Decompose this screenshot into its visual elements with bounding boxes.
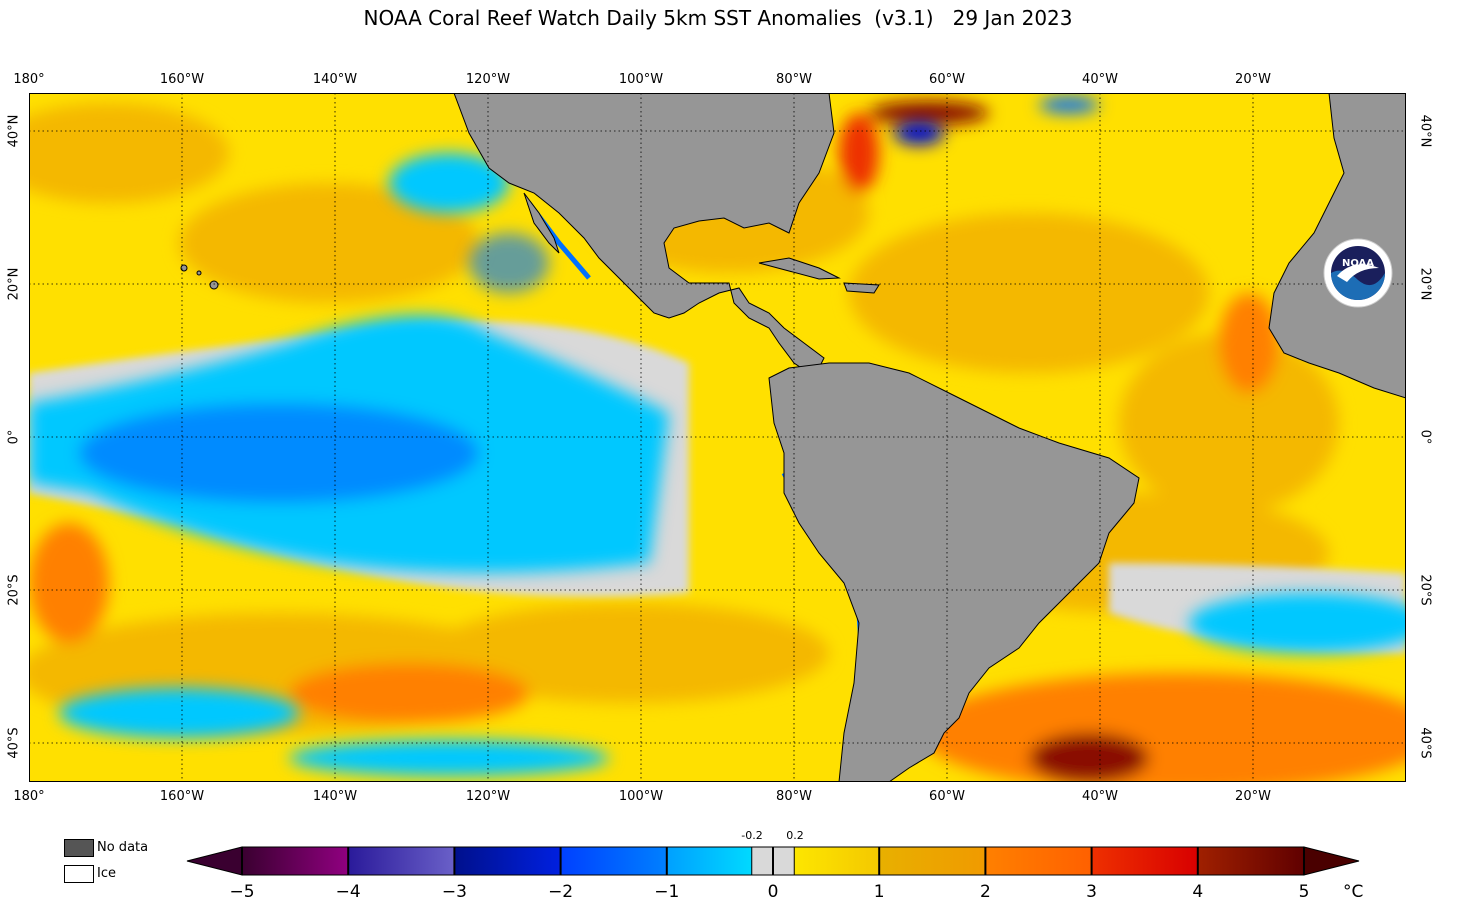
warm-patch: [1219, 293, 1279, 393]
lat-tick-right: 40°N: [1417, 114, 1433, 148]
graticule: [29, 93, 1406, 782]
colorbar-tick-label: 3: [1086, 882, 1097, 902]
lon-tick-bottom: 20°W: [1235, 789, 1271, 804]
logo-gull: [1337, 264, 1379, 282]
land-cuba: [758, 257, 841, 280]
lon-tick-top: 60°W: [929, 72, 965, 87]
logo-text: NOAA: [1342, 258, 1374, 269]
land-north-america: [453, 93, 835, 374]
lon-tick-top: 160°W: [159, 72, 205, 87]
lon-tick-bottom: 40°W: [1082, 789, 1118, 804]
lon-tick-top: 180°: [13, 72, 45, 87]
colorbar-ticks: −5 −4 −3 −2 −1 0 1 2 3 4 5: [229, 847, 1309, 902]
colorbar-tick-label: −2: [548, 882, 573, 902]
cool-patch: [1039, 97, 1099, 113]
lon-tick-top: 140°W: [312, 72, 358, 87]
lat-tick-left: 40°S: [6, 727, 22, 759]
colorbar-tick-label: −3: [442, 882, 467, 902]
lat-tick-right: 20°N: [1417, 267, 1433, 301]
lon-tick-bottom: 140°W: [312, 789, 358, 804]
lat-tick-left: 20°N: [6, 267, 22, 301]
lon-tick-bottom: 100°W: [618, 789, 664, 804]
cool-patch: [79, 403, 479, 503]
colorbar-segment: [560, 847, 667, 875]
lon-tick-bottom: 80°W: [776, 789, 812, 804]
warm-patch: [29, 523, 109, 643]
warm-patch: [869, 101, 989, 125]
no-data-swatch: [64, 839, 94, 857]
lon-tick-top: 80°W: [776, 72, 812, 87]
warm-patch: [1029, 733, 1149, 782]
warm-patch: [1119, 333, 1339, 513]
colorbar-tick-label: −4: [336, 882, 361, 902]
lat-tick-right: 40°S: [1417, 727, 1433, 759]
warm-patch: [179, 183, 479, 303]
map-frame: [29, 93, 1406, 782]
lat-tick-right: 20°S: [1417, 574, 1433, 606]
island: [209, 280, 219, 290]
warm-patch: [289, 663, 529, 723]
lon-tick-top: 40°W: [1082, 72, 1118, 87]
ice-swatch: [64, 865, 94, 883]
cool-patch: [59, 688, 299, 738]
land-hispaniola: [843, 282, 880, 294]
colorbar-tick-label: 1: [874, 882, 885, 902]
colorbar-left-arrow: [186, 846, 243, 876]
sst-anomaly-map[interactable]: [29, 93, 1406, 782]
lon-tick-top: 120°W: [465, 72, 511, 87]
warm-patch: [839, 113, 879, 193]
ice-label: Ice: [97, 866, 116, 881]
colorbar-segment: [1197, 847, 1304, 875]
lat-tick-left: 20°S: [6, 574, 22, 606]
colorbar-unit: °C: [1343, 882, 1363, 902]
colorbar-segment: [454, 847, 561, 875]
cool-patch: [289, 740, 609, 776]
colorbar-segment: [242, 847, 349, 875]
warm-patch: [29, 103, 229, 203]
warm-patch: [849, 213, 1209, 373]
warm-patch: [429, 603, 829, 703]
colorbar-small-label: -0.2: [741, 829, 762, 842]
cool-patch: [1189, 593, 1406, 653]
colorbar-tick-label: 4: [1192, 882, 1203, 902]
lon-tick-bottom: 60°W: [929, 789, 965, 804]
lat-tick-left: 0°: [6, 429, 22, 445]
colorbar-tick-label: 0: [768, 882, 779, 902]
colorbar-segment: [879, 847, 986, 875]
colorbar-segment: [1091, 847, 1198, 875]
colorbar-segment: [348, 847, 455, 875]
cool-anomaly-region: [29, 97, 1406, 776]
land-south-america: [768, 362, 1140, 782]
colorbar-small-label: 0.2: [786, 829, 804, 842]
lat-tick-right: 0°: [1417, 429, 1433, 445]
island: [180, 264, 188, 272]
cool-patch: [389, 153, 509, 213]
cool-patch: [469, 233, 549, 293]
island: [196, 270, 202, 276]
noaa-logo: NOAA: [1323, 238, 1393, 308]
lon-tick-top: 20°W: [1235, 72, 1271, 87]
lon-tick-bottom: 160°W: [159, 789, 205, 804]
lon-tick-bottom: 120°W: [465, 789, 511, 804]
colorbar-segment: [985, 847, 1092, 875]
colorbar-tick-label: −1: [654, 882, 679, 902]
lat-tick-left: 40°N: [6, 114, 22, 148]
colorbar-right-arrow: [1303, 846, 1360, 876]
colorbar-tick-label: −5: [229, 882, 254, 902]
lon-tick-bottom: 180°: [13, 789, 45, 804]
colorbar-tick-label: 2: [980, 882, 991, 902]
lon-tick-top: 100°W: [618, 72, 664, 87]
colorbar-tick-label: 5: [1299, 882, 1310, 902]
land-baja: [523, 192, 560, 254]
cool-patch: [894, 121, 944, 145]
map-title: NOAA Coral Reef Watch Daily 5km SST Anom…: [363, 6, 1073, 30]
no-data-label: No data: [97, 840, 149, 855]
colorbar: -0.2 0.2 −5 −4 −3 −2 −1 0 1 2 3 4 5 °C: [186, 829, 1363, 902]
